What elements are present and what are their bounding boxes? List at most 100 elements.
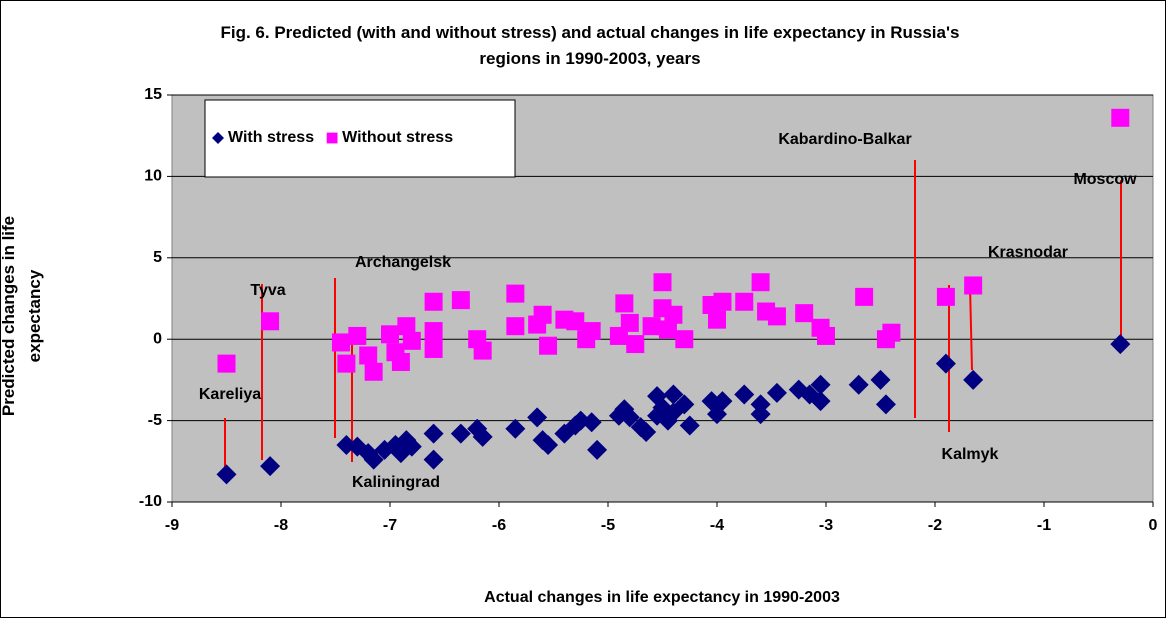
diamond-point: [581, 412, 602, 433]
square-point: [582, 322, 601, 341]
diamond-point: [538, 435, 559, 456]
points: [216, 108, 1131, 485]
leader-line: [969, 284, 973, 371]
legend-label: Without stress: [342, 129, 453, 146]
diamond-point: [734, 384, 755, 405]
diamond-point: [450, 423, 471, 444]
square-point: [964, 276, 983, 295]
square-point: [337, 354, 356, 373]
diamond-point: [636, 421, 657, 442]
legend-label: With stress: [228, 129, 314, 146]
x-axis-title: Actual changes in life expectancy in 199…: [484, 589, 840, 606]
diamond-point: [875, 394, 896, 415]
x-tick-label: -7: [383, 517, 397, 534]
square-point: [664, 305, 683, 324]
y-tick-label: 10: [144, 168, 162, 185]
diamond-point: [216, 464, 237, 485]
square-point: [331, 333, 350, 352]
square-point: [506, 317, 525, 336]
x-tick-label: -1: [1037, 517, 1051, 534]
diamond-point: [587, 439, 608, 460]
square-point: [473, 341, 492, 360]
diamond-point: [212, 132, 224, 144]
x-tick-label: -4: [710, 517, 724, 534]
square-point: [855, 287, 874, 306]
x-tick-label: -6: [492, 517, 506, 534]
square-point: [653, 273, 672, 292]
y-tick-label: 15: [144, 86, 162, 103]
square-point: [539, 336, 558, 355]
diamond-point: [963, 369, 984, 390]
y-tick-label: -10: [139, 493, 162, 510]
diamond-point: [401, 436, 422, 457]
y-axis-title: Predicted changes in life expectancy: [0, 215, 44, 417]
square-point: [713, 292, 732, 311]
annotation: Krasnodar: [988, 244, 1068, 261]
diamond-point: [766, 382, 787, 403]
square-point: [626, 335, 645, 354]
diamond-point: [1110, 334, 1131, 355]
x-tick-label: -3: [819, 517, 833, 534]
diamond-point: [663, 384, 684, 405]
diamond-point: [674, 394, 695, 415]
diamond-point: [935, 353, 956, 374]
diamond-point: [619, 407, 640, 428]
diamond-point: [505, 418, 526, 439]
square-point: [735, 292, 754, 311]
legend: With stress Without stress: [212, 129, 453, 146]
annotation: Tyva: [250, 282, 285, 299]
annotation: Moscow: [1073, 171, 1137, 188]
square-point: [767, 307, 786, 326]
x-tick-label: -9: [165, 517, 179, 534]
square-point: [451, 291, 470, 310]
diamond-point: [423, 423, 444, 444]
square-point: [642, 317, 661, 336]
square-point: [658, 320, 677, 339]
square-point: [326, 132, 338, 144]
y-tick-label: -5: [148, 412, 162, 429]
square-point: [615, 294, 634, 313]
square-point: [402, 331, 421, 350]
square-point: [566, 312, 585, 331]
square-point: [364, 362, 383, 381]
square-point: [424, 292, 443, 311]
annotation: Kalmyk: [942, 446, 999, 463]
x-tick-label: -2: [928, 517, 942, 534]
diamond-point: [260, 456, 281, 477]
square-point: [751, 273, 770, 292]
square-point: [533, 305, 552, 324]
diamond-point: [423, 449, 444, 470]
square-point: [620, 313, 639, 332]
square-point: [506, 284, 525, 303]
square-point: [348, 326, 367, 345]
diamond-point: [848, 374, 869, 395]
square-point: [424, 339, 443, 358]
annotation: Archangelsk: [355, 254, 451, 271]
diamond-point: [712, 391, 733, 412]
square-point: [675, 330, 694, 349]
diamond-point: [750, 404, 771, 425]
square-point: [217, 354, 236, 373]
square-point: [1111, 108, 1130, 127]
annotation: Kareliya: [199, 386, 261, 403]
diamond-point: [810, 374, 831, 395]
square-point: [882, 323, 901, 342]
square-point: [391, 352, 410, 371]
square-point: [936, 287, 955, 306]
square-point: [817, 326, 835, 345]
square-point: [708, 310, 726, 329]
diamond-point: [810, 391, 831, 412]
square-point: [381, 325, 399, 344]
diamond-point: [527, 407, 548, 428]
square-point: [261, 312, 280, 331]
square-point: [359, 346, 378, 365]
square-point: [397, 317, 416, 336]
diamond-point: [472, 426, 493, 447]
x-tick-label: -8: [274, 517, 288, 534]
square-point: [424, 322, 443, 341]
annotations: Kareliya Tyva Archangelsk Kaliningrad Kabard…: [199, 131, 1137, 491]
square-point: [795, 304, 814, 323]
diamond-point: [870, 369, 891, 390]
